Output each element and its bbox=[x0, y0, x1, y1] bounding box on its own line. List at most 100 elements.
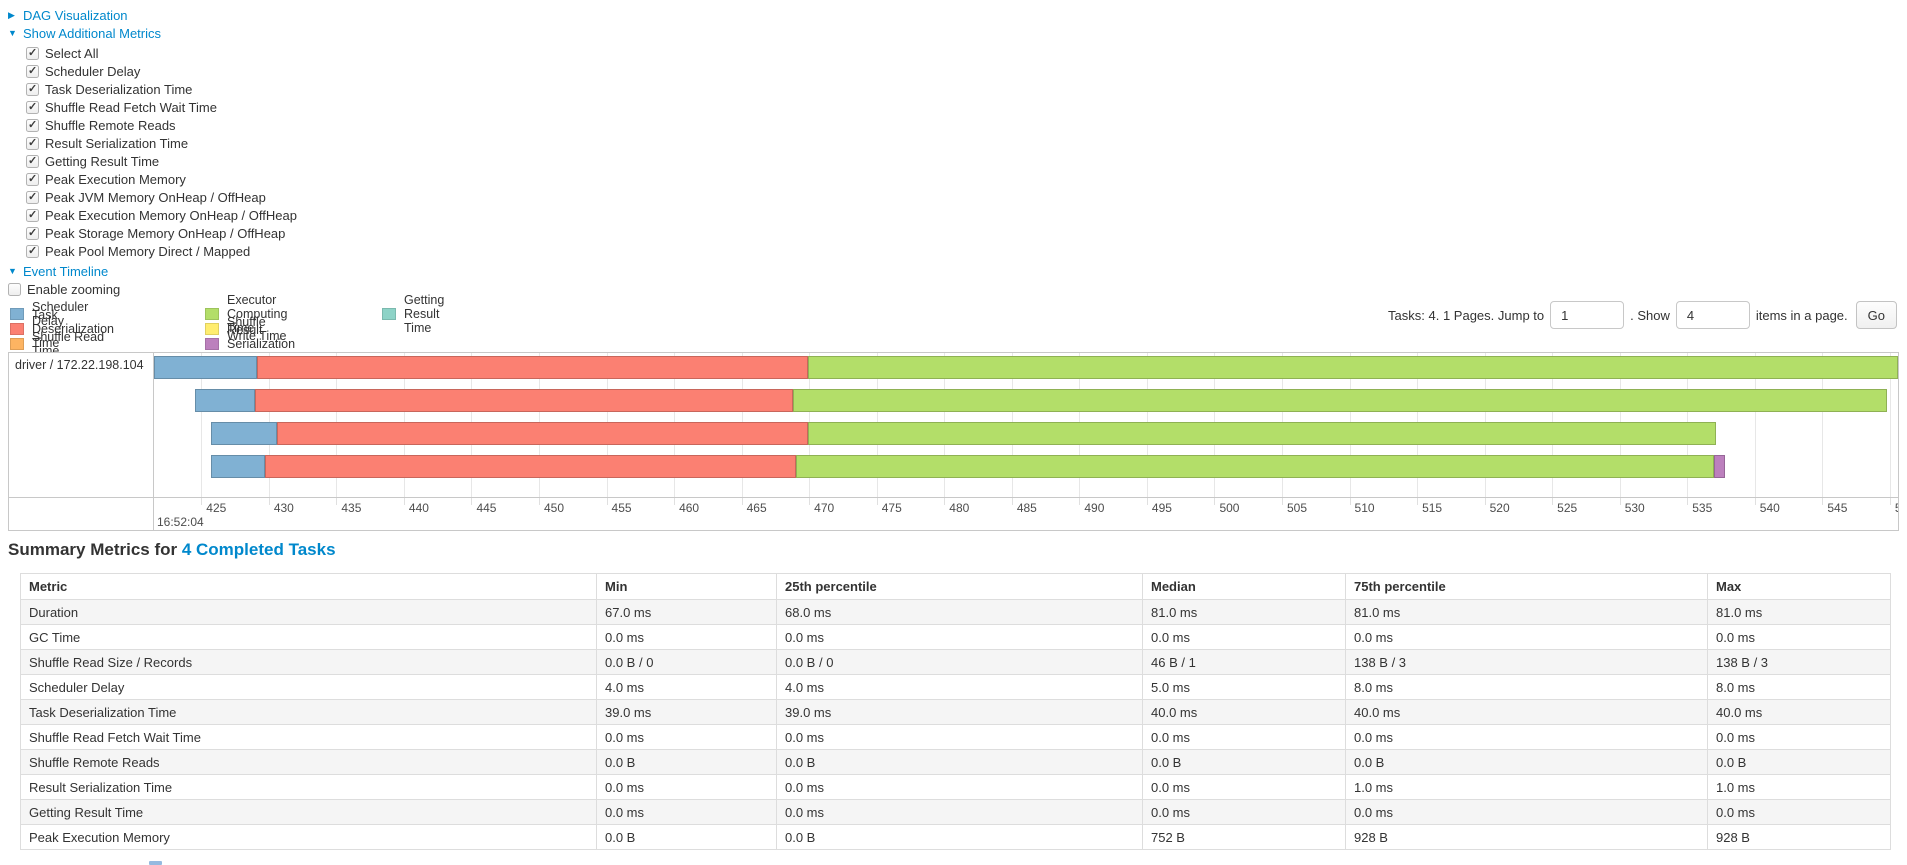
metric-value-cell: 0.0 ms bbox=[1142, 724, 1346, 750]
metric-checkbox-scheduler-delay[interactable] bbox=[26, 64, 39, 78]
task-1-scheduler-delay-bar[interactable] bbox=[154, 356, 257, 379]
column-header-median: Median bbox=[1142, 573, 1346, 600]
timeline-tick-label: 540 bbox=[1759, 501, 1780, 515]
summary-metrics-title: Summary Metrics for 4 Completed Tasks bbox=[8, 540, 336, 560]
metric-name-cell: Scheduler Delay bbox=[20, 674, 597, 700]
metric-checkbox-task-deserialization-time[interactable] bbox=[26, 82, 39, 96]
metric-checkbox-label: Getting Result Time bbox=[45, 153, 160, 169]
task-4-task-deserialization-bar[interactable] bbox=[264, 455, 796, 478]
task-4-scheduler-delay-bar[interactable] bbox=[210, 455, 265, 478]
table-row: Shuffle Read Fetch Wait Time 0.0 ms 0.0 ms… bbox=[20, 724, 1891, 750]
timeline-tick-label: 480 bbox=[949, 501, 970, 515]
metric-value-cell: 0.0 ms bbox=[1345, 799, 1708, 825]
items-per-page-input[interactable] bbox=[1675, 301, 1750, 329]
timeline-tick-label: 500 bbox=[1219, 501, 1240, 515]
executor-computing-swatch-icon bbox=[205, 307, 219, 320]
task-3-scheduler-delay-bar[interactable] bbox=[210, 422, 277, 445]
metric-checkbox-getting-result-time[interactable] bbox=[26, 154, 39, 168]
metric-value-cell: 0.0 ms bbox=[776, 799, 1143, 825]
timeline-plot-area bbox=[154, 353, 1898, 497]
timeline-tick bbox=[403, 498, 405, 505]
metric-checkbox-label: Result Serialization Time bbox=[45, 135, 189, 151]
task-3-executor-computing-bar[interactable] bbox=[807, 422, 1716, 445]
metric-value-cell: 0.0 B bbox=[776, 824, 1143, 850]
metric-checkbox-shuffle-read-fetch-wait-time[interactable] bbox=[26, 100, 39, 114]
column-header-metric: Metric bbox=[20, 573, 597, 600]
task-4-executor-computing-bar[interactable] bbox=[795, 455, 1715, 478]
enable-zooming-row: Enable zooming bbox=[8, 280, 297, 298]
event-timeline-toggle[interactable]: ▼ Event Timeline bbox=[8, 262, 297, 280]
legend-item: Result Serialization Time bbox=[205, 323, 295, 365]
legend-column: Scheduler Delay Task Deserialization Time… bbox=[10, 300, 114, 358]
metric-checkbox-result-serialization-time[interactable] bbox=[26, 136, 39, 150]
timeline-tick bbox=[674, 498, 676, 505]
metric-checkbox-row: Select All bbox=[26, 44, 297, 62]
metric-checkbox-label: Peak Execution Memory bbox=[45, 171, 186, 187]
metric-value-cell: 0.0 ms bbox=[1345, 624, 1708, 650]
metric-checkbox-row: Shuffle Remote Reads bbox=[26, 116, 297, 134]
timeline-tick bbox=[1281, 498, 1283, 505]
metric-value-cell: 0.0 B bbox=[1345, 749, 1708, 775]
timeline-gridline bbox=[201, 353, 203, 497]
timeline-tick bbox=[471, 498, 473, 505]
task-3-task-deserialization-bar[interactable] bbox=[276, 422, 808, 445]
timeline-tick-label: 525 bbox=[1557, 501, 1578, 515]
metric-value-cell: 0.0 ms bbox=[776, 724, 1143, 750]
timeline-gridline bbox=[1754, 353, 1756, 497]
task-2-task-deserialization-bar[interactable] bbox=[255, 389, 793, 412]
metric-checkbox-label: Task Deserialization Time bbox=[45, 81, 193, 97]
legend-item: Getting Result Time bbox=[382, 293, 444, 335]
metric-checkbox-row: Result Serialization Time bbox=[26, 134, 297, 152]
metric-checkbox-row: Peak JVM Memory OnHeap / OffHeap bbox=[26, 188, 297, 206]
task-4-result-serialization-bar[interactable] bbox=[1714, 455, 1726, 478]
timeline-tick bbox=[1619, 498, 1621, 505]
dag-visualization-toggle[interactable]: ▶ DAG Visualization bbox=[8, 6, 297, 24]
task-pagination: Tasks: 4. 1 Pages. Jump to . Show items … bbox=[1388, 300, 1897, 330]
metric-value-cell: 81.0 ms bbox=[1142, 599, 1346, 625]
metric-value-cell: 39.0 ms bbox=[776, 699, 1143, 725]
metric-checkbox-row: Peak Pool Memory Direct / Mapped bbox=[26, 242, 297, 260]
table-row: GC Time 0.0 ms 0.0 ms 0.0 ms 0.0 ms 0.0 ms bbox=[20, 624, 1891, 650]
metric-value-cell: 1.0 ms bbox=[1707, 774, 1891, 800]
go-button[interactable]: Go bbox=[1855, 301, 1897, 329]
metric-value-cell: 0.0 ms bbox=[1345, 724, 1708, 750]
timeline-tick-label: 425 bbox=[206, 501, 227, 515]
task-1-task-deserialization-bar[interactable] bbox=[256, 356, 808, 379]
completed-tasks-link[interactable]: 4 Completed Tasks bbox=[181, 540, 336, 559]
timeline-tick-label: 445 bbox=[476, 501, 497, 515]
event-timeline-label: Event Timeline bbox=[23, 263, 109, 279]
column-header-max: Max bbox=[1707, 573, 1891, 600]
metric-checkbox-select-all[interactable] bbox=[26, 46, 39, 60]
metric-checkbox-row: Peak Execution Memory bbox=[26, 170, 297, 188]
metric-name-cell: Shuffle Read Size / Records bbox=[20, 649, 597, 675]
task-1-executor-computing-bar[interactable] bbox=[807, 356, 1898, 379]
metric-value-cell: 0.0 B bbox=[596, 824, 777, 850]
metric-value-cell: 0.0 ms bbox=[596, 799, 777, 825]
legend-item: Shuffle Read Time bbox=[10, 330, 114, 358]
timeline-tick bbox=[1349, 498, 1351, 505]
timeline-tick bbox=[1417, 498, 1419, 505]
show-additional-metrics-toggle[interactable]: ▼ Show Additional Metrics bbox=[8, 24, 297, 42]
metric-checkbox-shuffle-remote-reads[interactable] bbox=[26, 118, 39, 132]
legend-item: Task Deserialization Time bbox=[10, 308, 114, 350]
pagination-suffix: items in a page. bbox=[1755, 307, 1848, 323]
jump-to-page-input[interactable] bbox=[1550, 301, 1625, 329]
enable-zooming-label: Enable zooming bbox=[27, 281, 121, 297]
metric-value-cell: 39.0 ms bbox=[596, 699, 777, 725]
enable-zooming-checkbox[interactable] bbox=[8, 282, 21, 296]
metric-checkbox-peak-jvm-memory-onheap-offheap[interactable] bbox=[26, 190, 39, 204]
timeline-tick bbox=[1146, 498, 1148, 505]
table-row: Shuffle Read Size / Records 0.0 B / 0 0.0 … bbox=[20, 649, 1891, 675]
metric-checkbox-peak-execution-memory[interactable] bbox=[26, 172, 39, 186]
metric-value-cell: 0.0 B / 0 bbox=[596, 649, 777, 675]
metric-checkbox-peak-execution-memory-onheap-offheap[interactable] bbox=[26, 208, 39, 222]
legend-item: Scheduler Delay bbox=[10, 300, 114, 328]
task-2-scheduler-delay-bar[interactable] bbox=[194, 389, 256, 412]
metric-checkbox-peak-pool-memory-direct-mapped[interactable] bbox=[26, 244, 39, 258]
timeline-gridline bbox=[1889, 353, 1891, 497]
metric-checkbox-peak-storage-memory-onheap-offheap[interactable] bbox=[26, 226, 39, 240]
metric-checkbox-row: Shuffle Read Fetch Wait Time bbox=[26, 98, 297, 116]
table-header-row: Metric Min 25th percentile Median 75th perce… bbox=[20, 573, 1891, 600]
metric-value-cell: 5.0 ms bbox=[1142, 674, 1346, 700]
task-2-executor-computing-bar[interactable] bbox=[792, 389, 1888, 412]
